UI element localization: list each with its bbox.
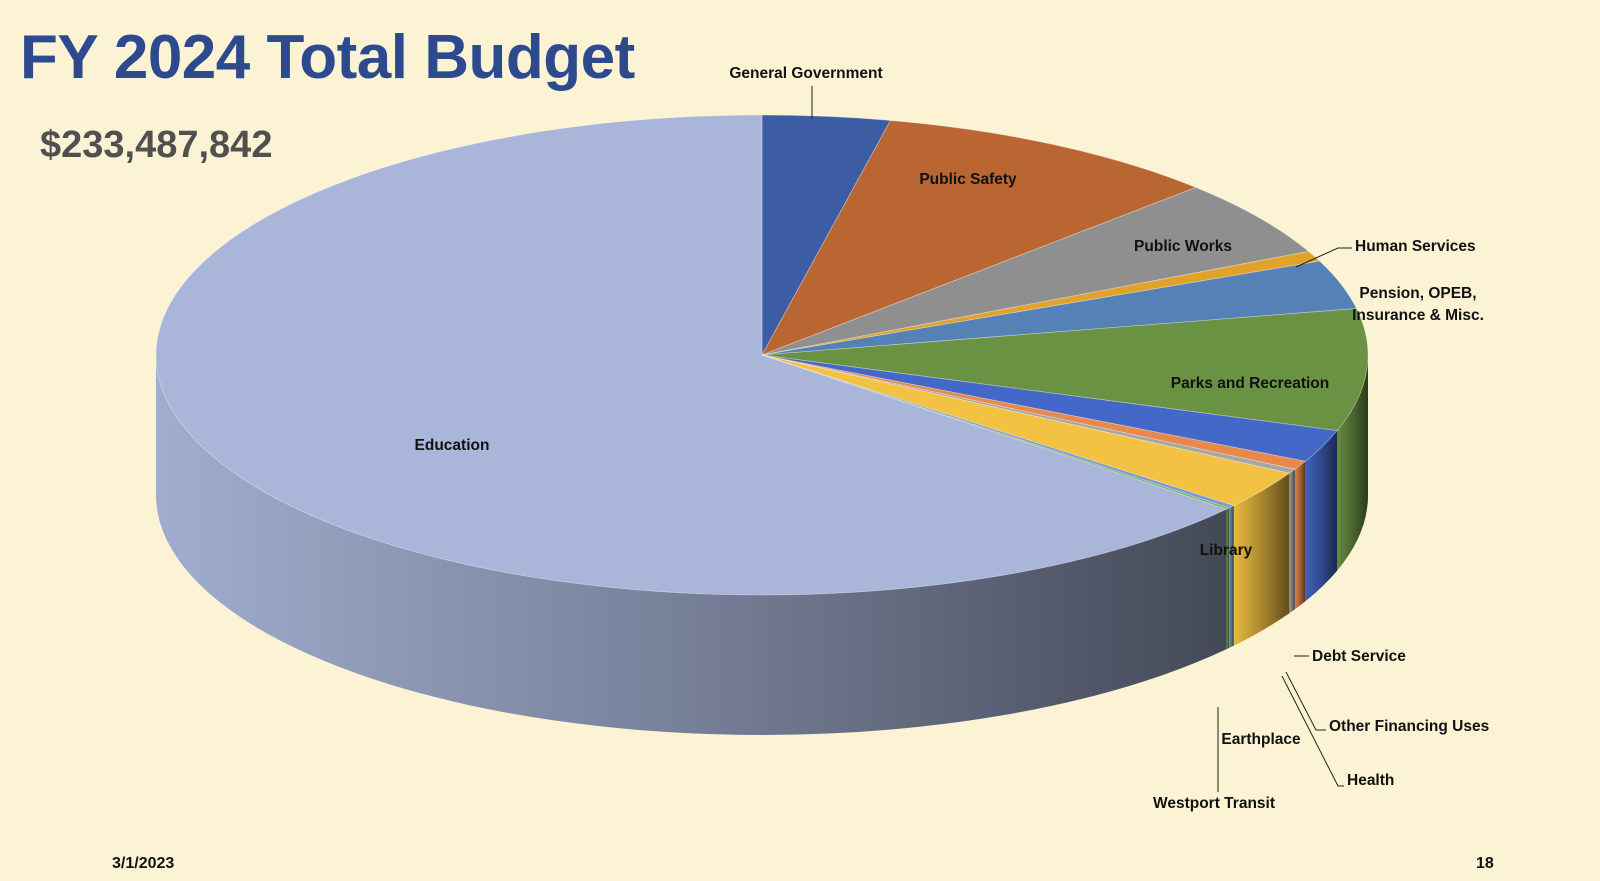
pie-sides [156,355,1368,735]
pie-slice-pension-opeb-insurance-and-misc [761,260,1358,356]
pie-label-other-financing-uses: Other Financing Uses [1329,718,1489,735]
pie-slice-parks-and-recreation [761,308,1369,432]
pie-tops [155,114,1369,596]
slide-date: 3/1/2023 [112,855,175,872]
pie-slice-public-safety [761,120,1197,356]
pie-slice-library [761,354,1291,507]
pie-label-earthplace: Earthplace [1221,731,1301,748]
slide-number: 18 [1476,855,1494,872]
pie-slice-debt-service [761,354,1338,462]
pie-slice-earthplace [761,354,1235,509]
pie-slice-general-government [761,114,892,356]
pie-label-public-safety: Public Safety [919,171,1017,188]
pie-label-westport-transit: Westport Transit [1153,795,1275,812]
pie-slice-public-works [761,187,1310,356]
pie-side-westport-transit-shade [1226,507,1229,650]
total-budget-amount: $233,487,842 [40,124,273,166]
pie-label-pension-opeb-insurance-and-misc: Pension, OPEB, Insurance & Misc. [1352,285,1484,324]
pie-slice-health [761,354,1296,474]
pie-slice-other-financing-uses [761,354,1307,470]
pie-label-debt-service: Debt Service [1312,648,1406,665]
pie-label-parks-and-recreation: Parks and Recreation [1171,375,1330,392]
pie-label-human-services: Human Services [1355,238,1476,255]
pie-label-health: Health [1347,772,1394,789]
pie-label-library: Library [1200,542,1253,559]
pie-leader-lines [811,86,1352,792]
slide-title: FY 2024 Total Budget [20,23,635,92]
pie-side-education-shade [156,355,1227,735]
pie-side-other-financing-uses-shade [1294,461,1306,610]
pie-side-earthplace-shade [1228,505,1234,648]
leader-line-other-financing-uses [1285,671,1326,731]
pie-side-library-shade [1233,473,1290,646]
pie-side-parks-and-recreation-shade [1337,355,1368,571]
pie-slice-human-services [761,251,1321,356]
pie-label-education: Education [415,437,490,454]
leader-line-health [1281,675,1344,787]
pie-side-health-shade [1289,469,1295,614]
pie-labels: General Government Public Safety Public Wo… [415,65,1490,812]
pie-side-debt-service-shade [1305,430,1338,602]
leader-line-human-services [1295,247,1352,268]
pie-label-general-government: General Government [729,65,882,82]
pie-slice-education [155,114,1228,596]
pie-label-public-works: Public Works [1134,238,1232,255]
